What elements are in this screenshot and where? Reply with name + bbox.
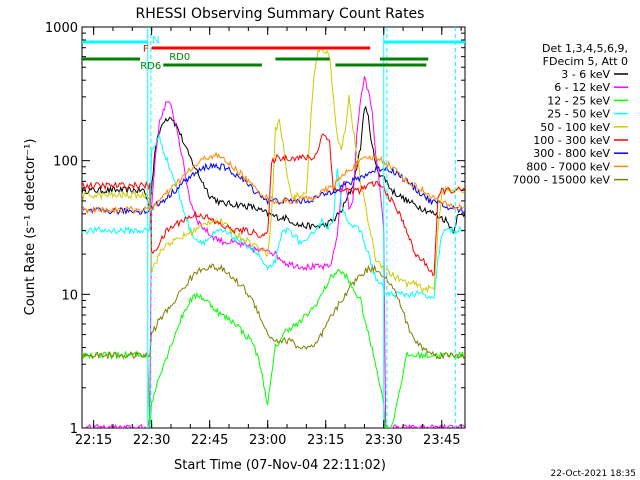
- series-line-1: [82, 76, 465, 428]
- legend-label-5: 100 - 300 keV: [533, 134, 610, 147]
- legend-label-2: 12 - 25 keV: [547, 94, 610, 107]
- legend-header-0: Det 1,3,4,5,6,9,: [542, 42, 628, 55]
- chart-title: RHESSI Observing Summary Count Rates: [136, 6, 425, 22]
- x-axis-label: Start Time (07-Nov-04 22:11:02): [174, 458, 386, 473]
- x-tick-label-3: 23:00: [249, 433, 286, 448]
- series-line-3: [82, 132, 465, 300]
- y-tick-label-1: 10: [61, 288, 78, 303]
- y-tick-label-0: 1: [70, 422, 78, 437]
- flag-label-rd6: RD6: [140, 61, 161, 72]
- footer-timestamp: 22-Oct-2021 18:35: [551, 469, 636, 479]
- series-line-0: [82, 105, 465, 234]
- flag-label-n: N: [152, 35, 159, 46]
- y-tick-label-3: 1000: [45, 21, 78, 36]
- legend: Det 1,3,4,5,6,9,FDecim 5, Att 03 - 6 keV…: [512, 42, 628, 187]
- legend-label-0: 3 - 6 keV: [561, 68, 610, 81]
- series-line-5: [82, 133, 465, 277]
- x-tick-label-6: 23:45: [423, 433, 460, 448]
- marker-lines: [147, 27, 456, 428]
- series-line-8: [82, 263, 465, 360]
- x-tick-label-0: 22:15: [75, 433, 112, 448]
- legend-label-6: 300 - 800 keV: [533, 147, 610, 160]
- x-tick-label-1: 22:30: [133, 433, 170, 448]
- x-tick-label-4: 23:15: [307, 433, 344, 448]
- legend-label-8: 7000 - 15000 keV: [512, 174, 610, 187]
- legend-header-1: FDecim 5, Att 0: [543, 55, 628, 68]
- series-line-4: [82, 46, 465, 294]
- flag-bars: NF RD0 RD6: [82, 35, 465, 72]
- flag-label-rd0: RD0: [169, 52, 190, 63]
- legend-label-3: 25 - 50 keV: [547, 108, 610, 121]
- legend-label-7: 800 - 7000 keV: [526, 160, 610, 173]
- axes: 22:15 22:30 22:45 23:00 23:15 23:30 23:45 1 10 10…: [45, 21, 465, 448]
- y-axis-label: Count Rate (s⁻¹ detector⁻¹): [23, 139, 38, 316]
- series-line-2: [82, 268, 465, 428]
- series-line-7: [82, 151, 465, 215]
- legend-label-4: 50 - 100 keV: [540, 121, 610, 134]
- series-layer: [82, 46, 465, 428]
- x-tick-label-2: 22:45: [191, 433, 228, 448]
- plot-frame: [81, 26, 466, 429]
- y-tick-label-2: 100: [53, 155, 78, 170]
- flag-label-f: F: [143, 44, 149, 55]
- legend-label-1: 6 - 12 keV: [554, 81, 610, 94]
- x-tick-label-5: 23:30: [365, 433, 402, 448]
